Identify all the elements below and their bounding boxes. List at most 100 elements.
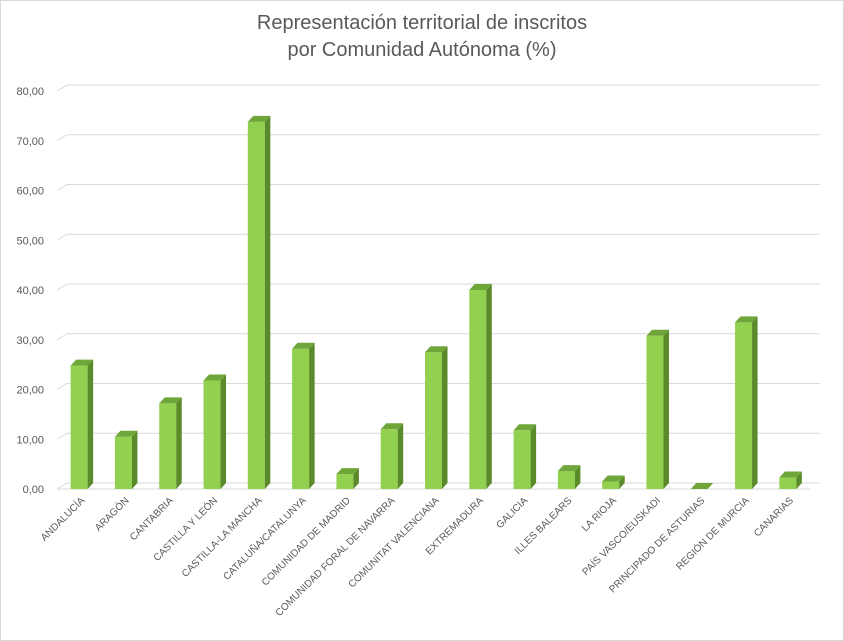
bar-top — [557, 465, 581, 472]
bar-side — [574, 465, 581, 489]
chart-title: Representación territorial de inscritos … — [0, 10, 844, 64]
gridline-diagonal — [56, 134, 68, 142]
y-tick-label: 20,00 — [16, 385, 44, 397]
y-tick-label: 0,00 — [23, 484, 44, 496]
bars — [70, 115, 802, 489]
bar-top — [646, 329, 669, 336]
bar-top — [159, 397, 182, 404]
y-tick-label: 60,00 — [16, 186, 44, 198]
x-category-label: CASTILLA-LA MANCHA — [180, 495, 265, 580]
bar-top — [735, 316, 758, 323]
bar-side — [530, 424, 537, 489]
bar — [779, 471, 802, 489]
bar-side — [796, 471, 802, 489]
bar-front — [735, 322, 753, 489]
bar — [557, 465, 581, 489]
gridline-diagonal — [56, 333, 68, 341]
bar-side — [264, 115, 271, 489]
y-tick-label: 80,00 — [16, 86, 44, 98]
bar — [336, 468, 359, 489]
x-category-label: GALICIA — [495, 495, 531, 531]
x-category-label: CATALUÑA/CATALUNYA — [220, 494, 309, 583]
chart-title-line2: por Comunidad Autónoma (%) — [287, 39, 557, 61]
y-tick-label: 10,00 — [16, 434, 44, 446]
bar-top — [114, 430, 138, 437]
bar-side — [442, 346, 448, 489]
bar — [159, 397, 182, 489]
x-category-label: COMUNITAT VALENCIANA — [347, 495, 442, 590]
bar — [114, 430, 138, 489]
bar-side — [397, 423, 404, 489]
bar — [735, 316, 758, 489]
gridline-diagonal — [56, 233, 68, 241]
x-category-label: CANARIAS — [752, 495, 796, 539]
bar-top — [513, 424, 537, 431]
bar — [469, 284, 492, 489]
bar-side — [87, 359, 94, 489]
y-axis-ticks: 0,00 10,00 20,00 30,00 40,00 50,00 60,00 70,00 8… — [16, 86, 44, 496]
bar — [513, 424, 537, 489]
y-tick-label: 50,00 — [16, 235, 44, 247]
gridline-diagonal — [56, 283, 68, 291]
bar — [70, 359, 94, 489]
bar-front — [247, 121, 265, 489]
bar-top — [292, 342, 315, 349]
bar-side — [752, 316, 758, 489]
bar-top — [336, 468, 359, 475]
bar-front — [292, 348, 310, 489]
bar-top — [469, 284, 492, 290]
y-tick-label: 40,00 — [16, 285, 44, 297]
bar-top — [779, 471, 802, 478]
bar-front — [779, 477, 797, 489]
bar — [646, 329, 669, 489]
bar-top — [203, 374, 227, 381]
bar-front — [70, 365, 88, 489]
bar — [690, 483, 714, 489]
gridline-diagonal — [56, 383, 68, 390]
x-category-label: PAÍS VASCO/EUSKADI — [579, 494, 663, 578]
bar-top — [380, 423, 404, 430]
bar-front — [469, 290, 487, 489]
bar-top — [70, 359, 94, 366]
x-category-label: ANDALUCÍA — [38, 494, 88, 544]
bar-front — [425, 352, 442, 489]
bar-top — [602, 475, 625, 482]
x-category-label: ARAGÓN — [92, 494, 132, 534]
bar-front — [159, 403, 177, 489]
bar-side — [619, 475, 625, 489]
bar-front — [114, 436, 132, 489]
bar-front — [380, 429, 398, 489]
bar-top — [425, 346, 448, 353]
gridline-diagonal — [56, 432, 68, 440]
bar-side — [486, 284, 492, 489]
bar-front — [646, 335, 664, 489]
x-category-label: LA RIOJA — [580, 495, 619, 534]
bar-front — [336, 474, 354, 489]
bar — [203, 374, 227, 489]
bar-side — [220, 374, 227, 489]
y-tick-label: 30,00 — [16, 335, 44, 347]
bar-front — [557, 471, 575, 489]
x-category-label: PRINCIPADO DE ASTURIAS — [607, 495, 707, 595]
bar — [602, 475, 625, 489]
bar-side — [309, 342, 315, 489]
bar-front — [602, 481, 620, 489]
gridline-diagonal — [56, 482, 68, 490]
bar-side — [353, 468, 359, 489]
x-category-label: REGIÓN DE MURCIA — [673, 494, 752, 573]
chart-title-line1: Representación territorial de inscritos — [256, 12, 588, 34]
bar-side — [131, 430, 138, 489]
bar — [380, 423, 404, 489]
bar — [247, 115, 271, 489]
gridline-diagonal — [56, 184, 68, 191]
gridline-diagonal — [56, 84, 68, 92]
bar-side — [663, 329, 669, 489]
bar-front — [203, 380, 221, 489]
bar — [292, 342, 315, 489]
bar-top — [690, 483, 714, 489]
y-tick-label: 70,00 — [16, 136, 44, 148]
bar — [425, 346, 448, 489]
